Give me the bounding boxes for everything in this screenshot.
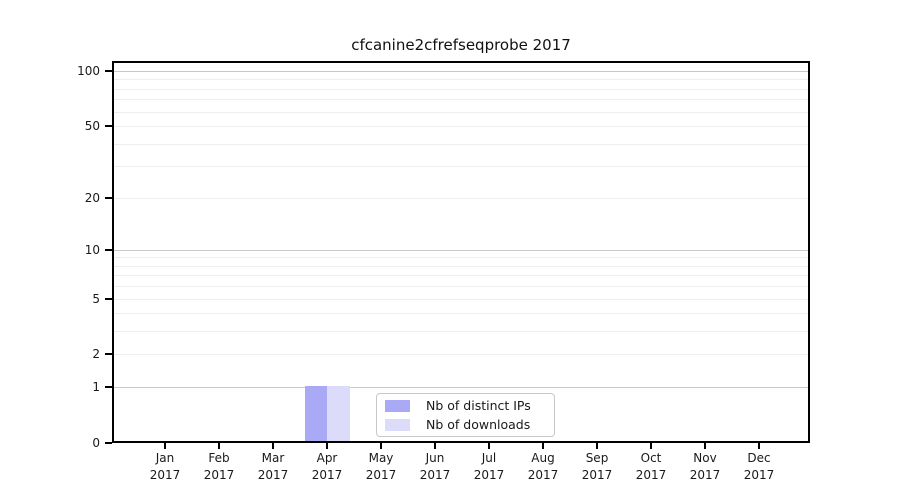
y-gridline-minor	[114, 111, 808, 113]
legend-swatch-distinct-ips	[385, 399, 410, 412]
y-axis-tick-label: 0	[92, 436, 100, 450]
plot-border-right	[808, 61, 810, 443]
x-axis-tick-label: Dec 2017	[743, 451, 775, 482]
x-axis-tick-label: Nov 2017	[689, 451, 721, 482]
y-axis-tick	[105, 353, 112, 356]
x-axis-tick-label: Jul 2017	[473, 451, 505, 482]
x-axis-tick	[272, 443, 274, 449]
plot-area: 0 1 2 5 10 20 50 100 Jan 2017 Feb 2017 Mar 2017 Apr 201…	[77, 61, 810, 482]
x-axis-tick-label: Oct 2017	[635, 451, 667, 482]
legend-label-distinct-ips: Nb of distinct IPs	[426, 398, 531, 413]
y-gridline-minor	[114, 126, 808, 128]
x-axis-tick	[326, 443, 328, 449]
y-axis-tick-label: 10	[84, 242, 100, 257]
y-gridline-minor	[114, 275, 808, 277]
y-gridline-minor	[114, 313, 808, 315]
x-axis-tick	[434, 443, 436, 449]
legend-label-downloads: Nb of downloads	[426, 417, 531, 432]
x-axis-line	[112, 441, 810, 443]
x-axis-tick	[758, 443, 760, 449]
legend-item-downloads: Nb of downloads	[385, 416, 546, 433]
x-axis-tick-label: Apr 2017	[311, 451, 343, 482]
y-gridline-minor	[114, 286, 808, 288]
x-axis-tick-label: Sep 2017	[581, 451, 613, 482]
y-gridline-minor	[114, 143, 808, 145]
y-gridline-major	[114, 249, 808, 251]
x-axis-tick	[164, 443, 166, 449]
y-gridline-major	[114, 70, 808, 72]
y-gridline-minor	[114, 88, 808, 90]
legend-item-distinct-ips: Nb of distinct IPs	[385, 397, 546, 414]
y-axis-tick	[105, 248, 112, 251]
y-gridline-minor	[114, 197, 808, 199]
chart-title: cfcanine2cfrefseqprobe 2017	[351, 36, 571, 54]
y-gridline-minor	[114, 354, 808, 356]
y-axis-tick-label: 5	[92, 291, 100, 306]
y-axis-tick-label: 20	[84, 190, 100, 205]
y-axis-tick	[105, 125, 112, 128]
x-axis-tick-label: May 2017	[365, 451, 397, 482]
x-axis-tick-label: Feb 2017	[203, 451, 235, 482]
y-axis-tick-label: 50	[84, 119, 100, 134]
plot-border-top	[112, 61, 810, 63]
y-axis-tick	[105, 196, 112, 199]
y-gridline-minor	[114, 166, 808, 168]
x-axis-tick	[218, 443, 220, 449]
legend-swatch-downloads	[385, 418, 410, 431]
legend: Nb of distinct IPs Nb of downloads	[376, 393, 555, 437]
x-axis-tick	[488, 443, 490, 449]
y-axis-tick-label: 2	[92, 347, 100, 362]
y-axis-tick	[105, 69, 112, 72]
y-axis-tick	[105, 386, 112, 389]
y-gridline-major	[114, 387, 808, 389]
x-axis-tick-label: Jan 2017	[149, 451, 181, 482]
y-axis-line	[112, 61, 114, 443]
x-axis-tick-label: Aug 2017	[527, 451, 559, 482]
y-gridline-minor	[114, 99, 808, 101]
x-axis-tick	[380, 443, 382, 449]
y-gridline-minor	[114, 265, 808, 267]
y-gridline-minor	[114, 257, 808, 259]
y-axis-tick	[105, 297, 112, 300]
x-axis-tick	[542, 443, 544, 449]
y-axis-tick-label: 100	[77, 63, 100, 78]
y-gridline-minor	[114, 79, 808, 81]
bar-downloads	[327, 386, 350, 442]
x-axis-tick	[596, 443, 598, 449]
bar-distinct-ips	[304, 386, 327, 442]
y-axis-tick	[105, 442, 112, 444]
y-axis-tick-label: 1	[92, 380, 100, 395]
x-axis-tick	[704, 443, 706, 449]
y-gridline-minor	[114, 331, 808, 333]
x-axis-tick-label: Mar 2017	[257, 451, 289, 482]
y-gridline-minor	[114, 298, 808, 300]
x-axis-tick-label: Jun 2017	[419, 451, 451, 482]
x-axis-tick	[650, 443, 652, 449]
